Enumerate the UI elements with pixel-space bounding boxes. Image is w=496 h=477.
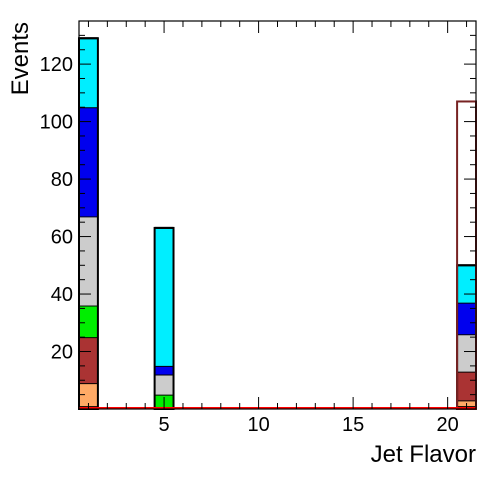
bar-bin0-series4	[79, 305, 98, 338]
x-tick-label-20: 20	[437, 414, 459, 436]
bar-bin2-series5	[457, 334, 476, 372]
y-tick-label-60: 60	[51, 227, 73, 249]
axes-layer: 5 10 15 20 20 40 60 80 100 120	[40, 20, 477, 436]
bar-bin0-series7	[79, 38, 98, 108]
y-tick-label-100: 100	[40, 112, 73, 134]
y-tick-label-80: 80	[51, 169, 73, 191]
bar-bin1-series6	[154, 365, 174, 375]
bar-bin0-series3	[79, 337, 98, 384]
bar-bin0-series5	[79, 216, 98, 306]
x-axis-title: Jet Flavor	[371, 441, 476, 468]
y-tick-label-120: 120	[40, 54, 73, 76]
x-tick-label-10: 10	[247, 414, 269, 436]
bar-bin1-series7	[154, 227, 174, 366]
x-tick-label-15: 15	[342, 414, 364, 436]
y-axis-title: Events	[7, 22, 34, 95]
bar-bin0-series6	[79, 107, 98, 217]
y-tick-label-40: 40	[51, 284, 73, 306]
x-tick-label-5: 5	[159, 414, 170, 436]
bar-bin2-series3	[457, 371, 476, 401]
bars-layer	[78, 37, 478, 411]
bar-bin0-series1	[79, 383, 98, 407]
bar-bin1-series5	[154, 374, 174, 395]
bar-bin2-series6	[457, 302, 476, 335]
y-tick-label-20: 20	[51, 342, 73, 364]
bar-bin2-series7	[457, 265, 476, 303]
plot-frame	[78, 20, 477, 410]
